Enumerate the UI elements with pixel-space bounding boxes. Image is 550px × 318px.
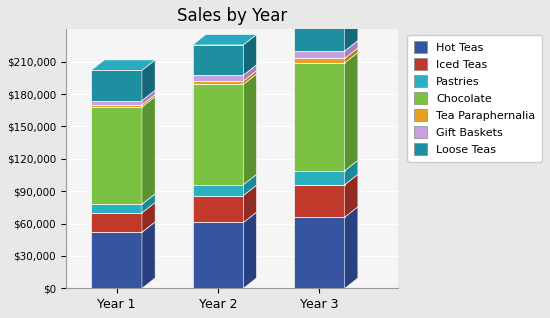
Bar [91, 204, 142, 213]
Polygon shape [192, 185, 256, 196]
Polygon shape [192, 74, 256, 84]
Polygon shape [243, 74, 256, 185]
Polygon shape [294, 52, 358, 63]
Polygon shape [243, 185, 256, 223]
Polygon shape [142, 203, 155, 232]
Polygon shape [294, 174, 358, 185]
Polygon shape [192, 174, 256, 185]
Polygon shape [294, 12, 358, 23]
Polygon shape [142, 60, 155, 100]
Bar [192, 84, 243, 185]
Bar [192, 185, 243, 196]
Bar [294, 185, 345, 217]
Polygon shape [294, 12, 307, 288]
Polygon shape [91, 278, 155, 288]
Polygon shape [345, 160, 358, 185]
Polygon shape [91, 94, 155, 105]
Legend: Hot Teas, Iced Teas, Pastries, Chocolate, Tea Paraphernalia, Gift Baskets, Loose: Hot Teas, Iced Teas, Pastries, Chocolate… [408, 35, 542, 162]
Polygon shape [294, 40, 358, 51]
Polygon shape [345, 48, 358, 63]
Polygon shape [192, 65, 256, 75]
Polygon shape [294, 160, 358, 171]
Bar [294, 171, 345, 185]
Polygon shape [91, 97, 155, 107]
Polygon shape [192, 35, 256, 45]
Polygon shape [243, 71, 256, 84]
Bar [91, 70, 142, 100]
Polygon shape [91, 60, 155, 70]
Polygon shape [345, 207, 358, 288]
Polygon shape [345, 174, 358, 217]
Polygon shape [345, 52, 358, 171]
Polygon shape [243, 174, 256, 196]
Polygon shape [142, 222, 155, 288]
Polygon shape [91, 60, 104, 288]
Bar [294, 51, 345, 59]
Polygon shape [142, 90, 155, 105]
Polygon shape [91, 203, 155, 213]
Polygon shape [243, 35, 256, 75]
Title: Sales by Year: Sales by Year [177, 7, 287, 25]
Polygon shape [294, 207, 358, 217]
Polygon shape [345, 40, 358, 59]
Bar [192, 75, 243, 81]
Polygon shape [345, 12, 358, 51]
Polygon shape [142, 97, 155, 204]
Polygon shape [142, 94, 155, 107]
Polygon shape [192, 71, 256, 81]
Bar [192, 45, 243, 75]
Bar [294, 59, 345, 63]
Bar [91, 232, 142, 288]
Bar [294, 63, 345, 171]
Bar [91, 100, 142, 105]
Polygon shape [243, 65, 256, 81]
Polygon shape [142, 194, 155, 213]
Polygon shape [91, 90, 155, 100]
Polygon shape [192, 35, 206, 288]
Bar [192, 196, 243, 223]
Bar [91, 213, 142, 232]
Polygon shape [91, 194, 155, 204]
Bar [91, 107, 142, 204]
Bar [91, 105, 142, 107]
Bar [294, 217, 345, 288]
Polygon shape [294, 48, 358, 59]
Bar [294, 23, 345, 51]
Bar [192, 81, 243, 84]
Bar [192, 223, 243, 288]
Polygon shape [91, 222, 155, 232]
Polygon shape [243, 212, 256, 288]
Polygon shape [192, 278, 256, 288]
Polygon shape [294, 278, 358, 288]
Polygon shape [192, 212, 256, 223]
